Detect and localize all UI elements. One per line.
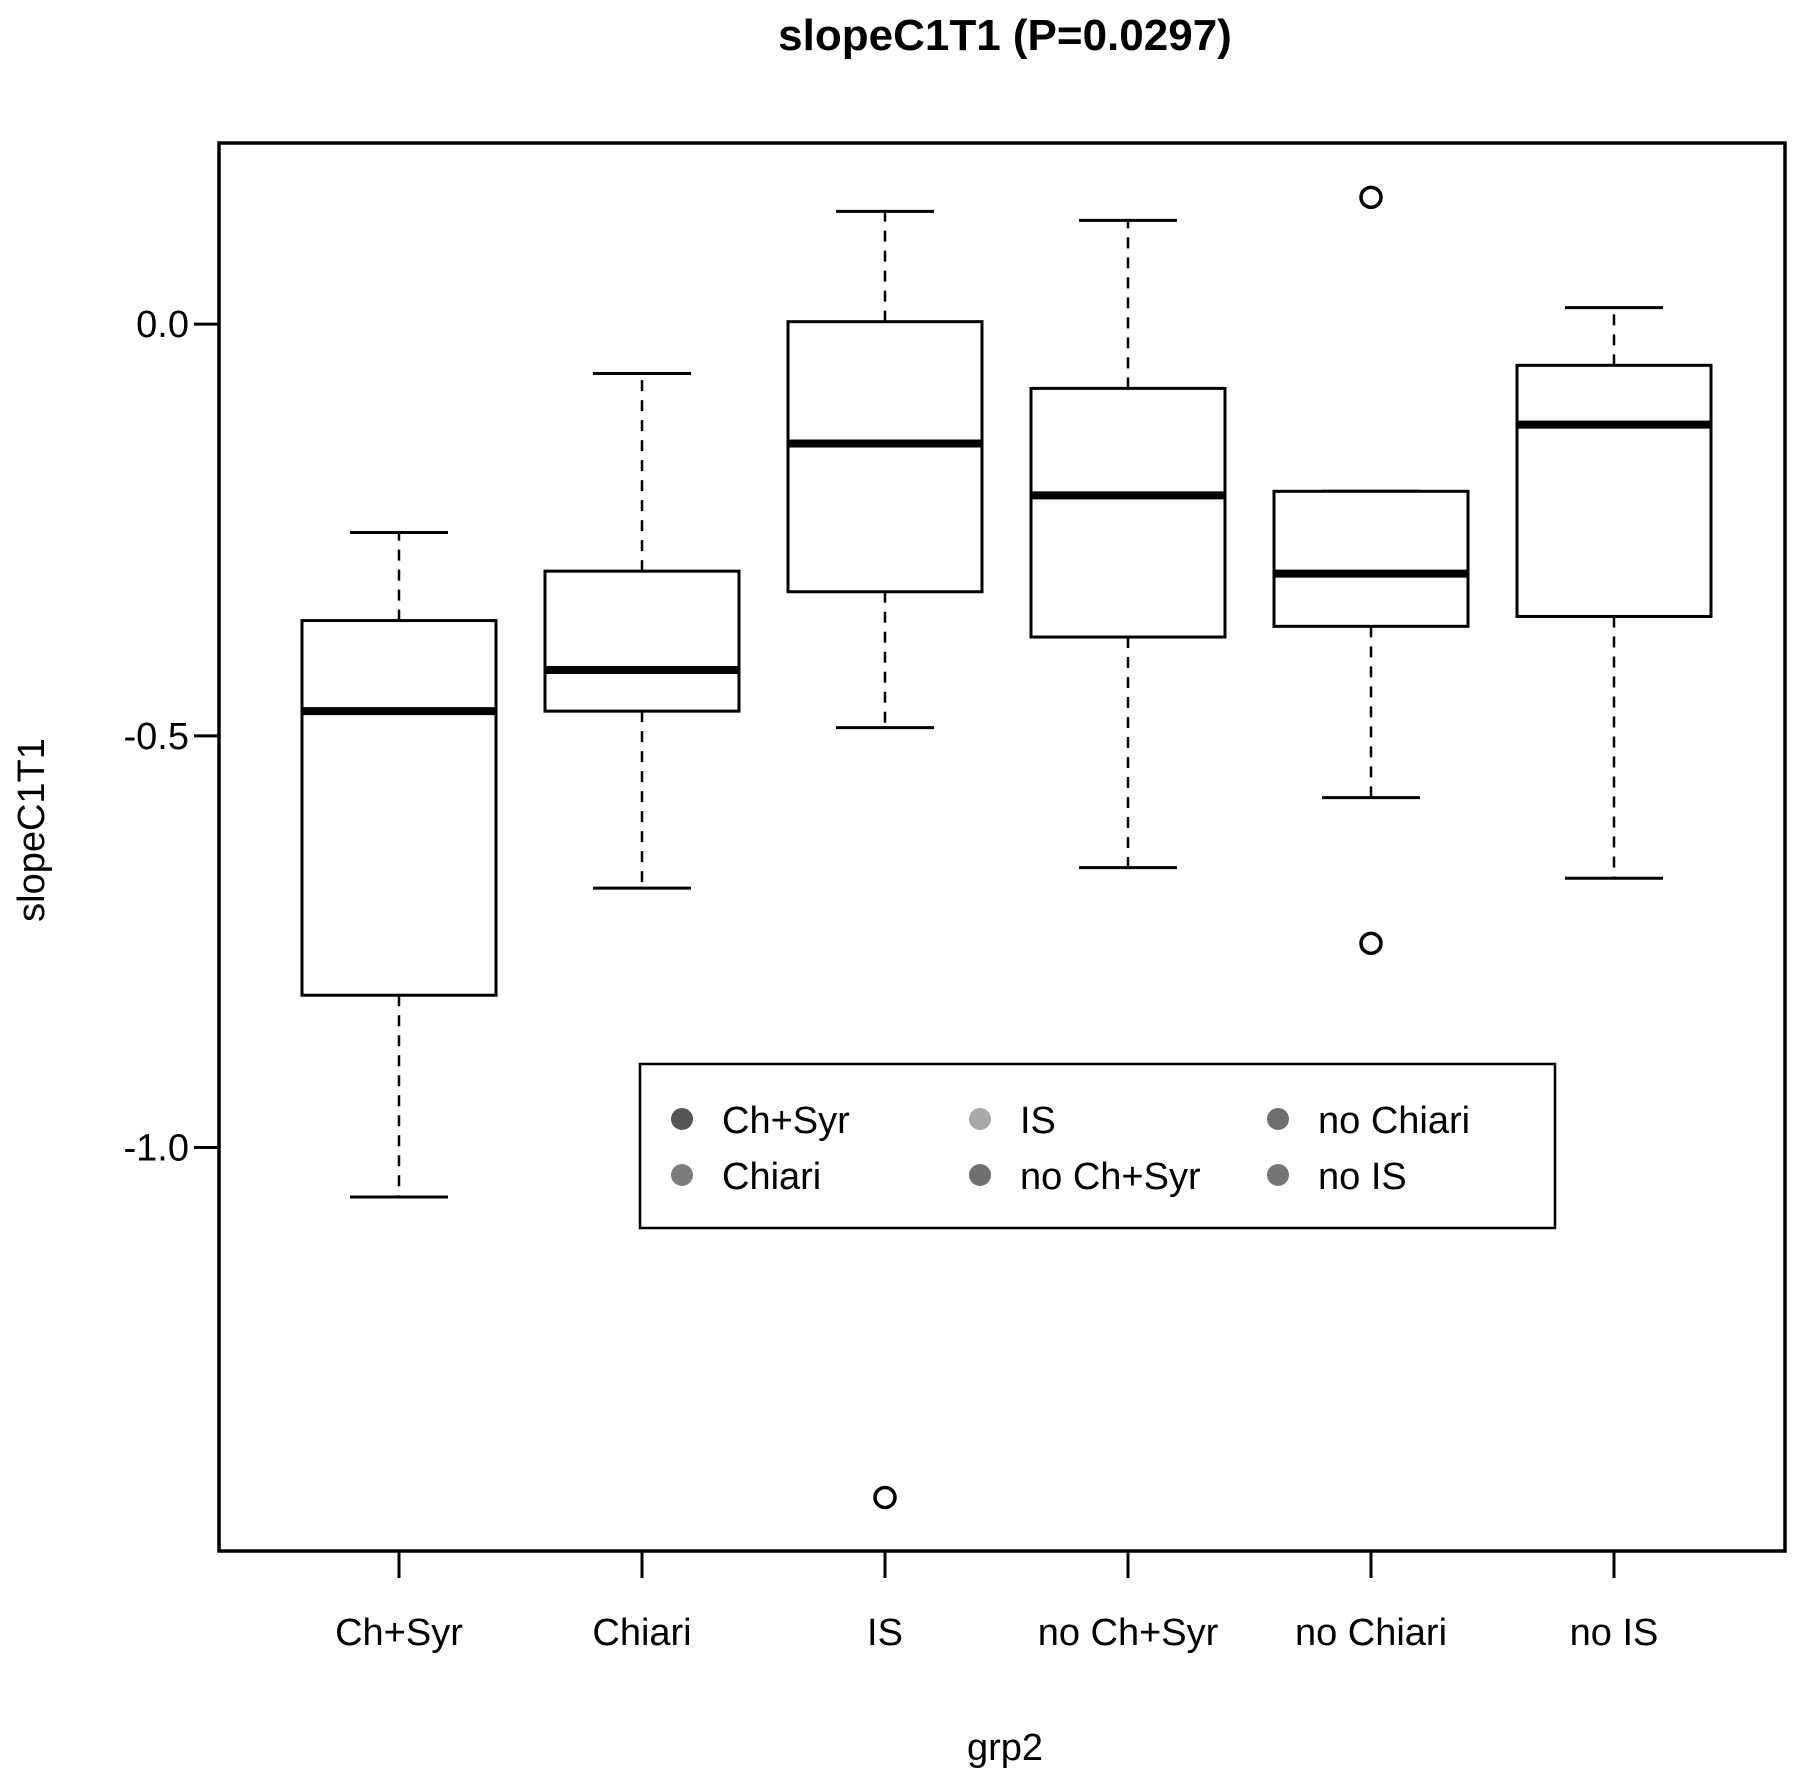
x-tick-label: Ch+Syr bbox=[335, 1612, 463, 1654]
y-tick-label: -1.0 bbox=[124, 1128, 189, 1170]
y-axis-label: slopeC1T1 bbox=[11, 738, 53, 922]
iqr-box bbox=[300, 619, 498, 997]
y-axis: 0.0 -0.5 -1.0 bbox=[124, 304, 219, 1170]
box-is bbox=[786, 209, 984, 1510]
legend: Ch+Syr IS no Chiari Chiari no Ch+Syr no IS bbox=[638, 1062, 1557, 1230]
x-axis-label: grp2 bbox=[967, 1727, 1043, 1769]
box-no-ch-syr bbox=[1029, 218, 1227, 870]
iqr-box bbox=[1272, 489, 1470, 628]
legend-marker bbox=[969, 1164, 991, 1186]
x-tick-label: Chiari bbox=[592, 1612, 691, 1654]
chart-title: slopeC1T1 (P=0.0297) bbox=[778, 11, 1232, 60]
legend-box bbox=[638, 1062, 1557, 1230]
legend-marker bbox=[671, 1164, 693, 1186]
iqr-box bbox=[543, 569, 741, 713]
legend-label: Chiari bbox=[722, 1156, 821, 1198]
legend-label: no Ch+Syr bbox=[1020, 1156, 1201, 1198]
y-tick-label: -0.5 bbox=[124, 716, 189, 758]
x-axis: Ch+Syr Chiari IS no Ch+Syr no Chiari no IS bbox=[335, 1551, 1658, 1654]
box-no-chiari bbox=[1272, 185, 1470, 956]
legend-label: no Chiari bbox=[1318, 1100, 1470, 1142]
box-group bbox=[300, 185, 1713, 1510]
legend-label: no IS bbox=[1318, 1156, 1407, 1198]
legend-marker bbox=[671, 1108, 693, 1130]
y-tick-label: 0.0 bbox=[136, 304, 189, 346]
outlier-point bbox=[1359, 185, 1383, 210]
legend-marker bbox=[969, 1108, 991, 1130]
x-tick-label: no Ch+Syr bbox=[1038, 1612, 1219, 1654]
box-chiari bbox=[543, 372, 741, 890]
plot-frame bbox=[217, 141, 1787, 1553]
iqr-box bbox=[1029, 386, 1227, 639]
box-no-is bbox=[1515, 306, 1713, 880]
legend-label: IS bbox=[1020, 1100, 1056, 1142]
x-tick-label: IS bbox=[867, 1612, 903, 1654]
legend-label: Ch+Syr bbox=[722, 1100, 850, 1142]
outlier-point bbox=[1359, 931, 1383, 956]
box-ch-syr bbox=[300, 530, 498, 1199]
outlier-point bbox=[873, 1485, 897, 1510]
iqr-box bbox=[1515, 363, 1713, 618]
legend-marker bbox=[1267, 1164, 1289, 1186]
x-tick-label: no IS bbox=[1570, 1612, 1659, 1654]
iqr-box bbox=[786, 320, 984, 594]
legend-marker bbox=[1267, 1108, 1289, 1130]
x-tick-label: no Chiari bbox=[1295, 1612, 1447, 1654]
